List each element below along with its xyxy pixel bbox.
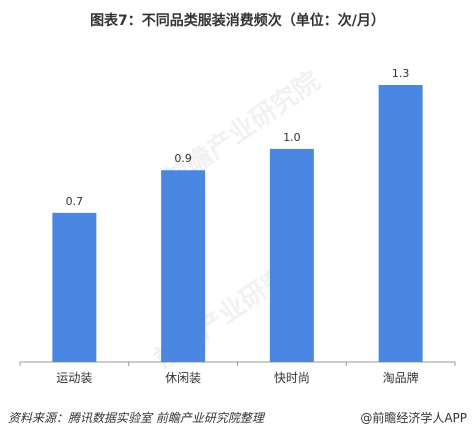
source-note: 资料来源：腾讯数据实验室 前瞻产业研究院整理 bbox=[8, 411, 264, 425]
x-tick-label: 淘品牌 bbox=[383, 371, 419, 385]
x-tick-label: 运动装 bbox=[56, 371, 92, 385]
bar-value-label: 1.0 bbox=[283, 131, 301, 144]
bar-3 bbox=[269, 148, 314, 362]
x-tick-label: 休闲装 bbox=[165, 371, 201, 385]
bar-value-label: 1.3 bbox=[392, 67, 410, 80]
bar-value-label: 0.7 bbox=[66, 195, 84, 208]
bar-value-label: 0.9 bbox=[174, 152, 192, 165]
bar-4 bbox=[378, 85, 423, 362]
bar-1 bbox=[52, 212, 97, 362]
x-tick-label: 快时尚 bbox=[274, 371, 310, 385]
bar-2 bbox=[161, 170, 206, 362]
chart-title: 图表7：不同品类服装消费频次（单位：次/月） bbox=[90, 13, 385, 29]
brand-credit: @前瞻经济学人APP bbox=[360, 411, 467, 425]
